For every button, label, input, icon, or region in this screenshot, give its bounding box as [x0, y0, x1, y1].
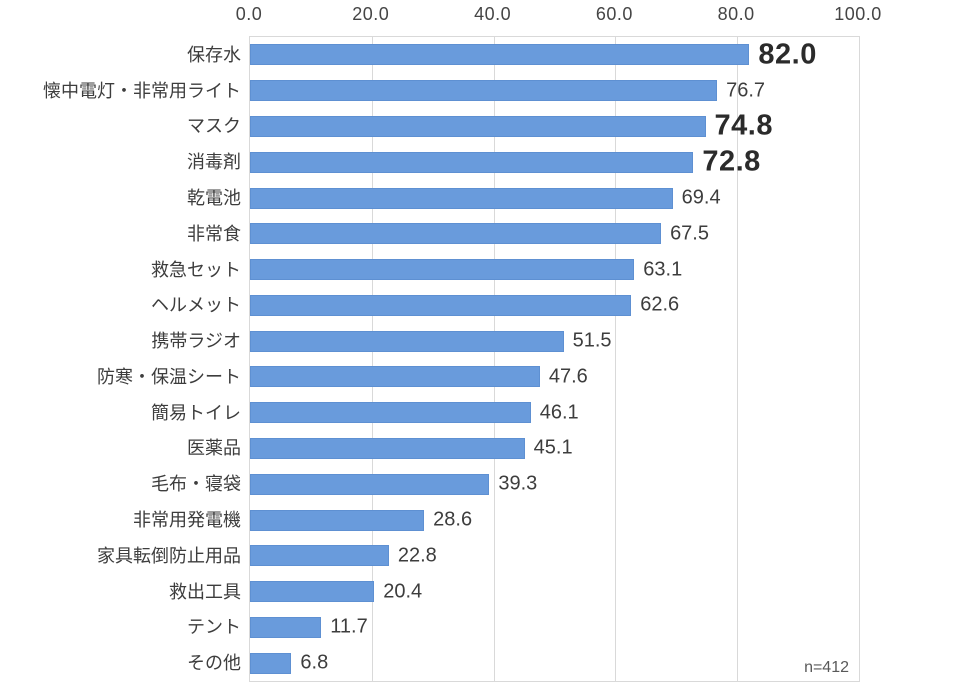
- category-label: ヘルメット: [151, 295, 241, 316]
- x-axis-tick-label: 60.0: [595, 4, 633, 24]
- category-label: 非常用発電機: [133, 510, 241, 530]
- value-label: 6.8: [300, 651, 329, 674]
- gridline: [737, 37, 739, 681]
- bar: [250, 223, 662, 245]
- value-label: 22.8: [397, 544, 437, 567]
- gridline: [615, 37, 617, 681]
- bar: [250, 259, 635, 281]
- category-label: 家具転倒防止用品: [97, 545, 241, 566]
- category-label: 懐中電灯・非常用ライト: [43, 80, 241, 101]
- value-label: 82.0: [758, 38, 817, 71]
- gridline: [493, 37, 495, 681]
- category-label: 非常食: [187, 223, 241, 244]
- bar: [250, 402, 531, 424]
- bar: [250, 80, 718, 102]
- bar: [250, 545, 389, 567]
- category-label: 携帯ラジオ: [151, 331, 241, 352]
- value-label: 74.8: [714, 109, 773, 142]
- category-label: 医薬品: [187, 438, 241, 459]
- category-label: 乾電池: [187, 188, 241, 208]
- value-label: 47.6: [548, 365, 588, 388]
- x-axis-tick-label: 100.0: [834, 4, 882, 24]
- value-label: 63.1: [643, 258, 683, 281]
- category-label: 簡易トイレ: [151, 402, 241, 423]
- bar: [250, 44, 750, 66]
- x-axis-tick-label: 80.0: [717, 4, 755, 24]
- value-label: 69.4: [681, 186, 721, 209]
- value-label: 67.5: [670, 222, 709, 245]
- bar: [250, 473, 490, 495]
- plot-area: n=412 82.0 76.7 74.8 72.8 69.4 67.5 63.1 62.6 51…: [249, 36, 860, 682]
- category-label: 防寒・保温シート: [97, 366, 241, 387]
- sample-size-label: n=412: [804, 659, 849, 676]
- bar: [250, 616, 322, 638]
- x-axis-tick-label: 0.0: [235, 4, 263, 24]
- category-label: 毛布・寝袋: [151, 474, 241, 495]
- category-label: 保存水: [187, 44, 241, 65]
- value-label: 76.7: [726, 79, 766, 102]
- category-label: 救出工具: [169, 581, 241, 602]
- value-label: 28.6: [433, 508, 473, 531]
- value-label: 51.5: [572, 329, 612, 352]
- value-label: 11.7: [330, 615, 368, 638]
- bar: [250, 581, 375, 603]
- bar: [250, 509, 425, 531]
- category-label: 消毒剤: [187, 152, 241, 173]
- x-axis: 0.0 20.0 40.0 60.0 80.0 100.0: [0, 0, 960, 32]
- value-label: 45.1: [533, 436, 573, 459]
- category-label: テント: [187, 617, 241, 638]
- bar: [250, 366, 540, 388]
- bar: [250, 437, 525, 459]
- value-label: 46.1: [539, 401, 579, 424]
- category-label: 救急セット: [151, 259, 241, 280]
- bar: [250, 151, 694, 173]
- value-label: 62.6: [640, 293, 680, 316]
- value-label: 72.8: [702, 145, 761, 178]
- value-label: 20.4: [383, 580, 423, 603]
- bar: [250, 115, 706, 137]
- gridline: [371, 37, 373, 681]
- category-label: その他: [187, 653, 241, 674]
- category-label: マスク: [187, 116, 241, 137]
- x-axis-tick-label: 40.0: [474, 4, 512, 24]
- bar: [250, 652, 292, 674]
- value-label: 39.3: [498, 472, 538, 495]
- bar: [250, 294, 632, 316]
- bar: [250, 330, 564, 352]
- bar: [250, 187, 673, 209]
- x-axis-tick-label: 20.0: [352, 4, 390, 24]
